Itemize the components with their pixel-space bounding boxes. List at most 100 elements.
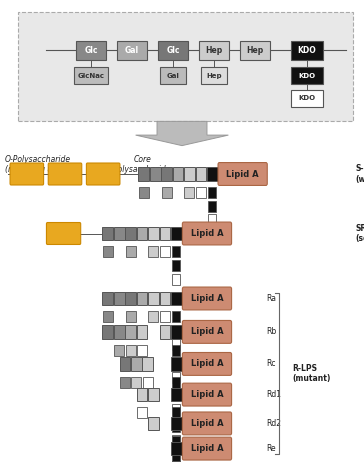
Bar <box>131 377 141 388</box>
Text: Rd1: Rd1 <box>266 390 281 399</box>
Text: Hep: Hep <box>206 46 223 55</box>
Bar <box>148 291 159 305</box>
Bar <box>196 187 206 198</box>
Text: KDO: KDO <box>298 72 316 78</box>
Bar <box>173 372 180 383</box>
Text: Core
Polysaccharide: Core Polysaccharide <box>114 155 171 174</box>
Text: Gal: Gal <box>125 46 139 55</box>
FancyBboxPatch shape <box>182 353 232 375</box>
Bar <box>158 41 188 60</box>
Bar <box>173 345 180 356</box>
Bar <box>171 442 182 455</box>
FancyBboxPatch shape <box>182 222 232 245</box>
Bar <box>173 377 180 388</box>
Text: Glc: Glc <box>166 46 180 55</box>
Text: Lipid A: Lipid A <box>191 229 223 238</box>
Bar <box>137 407 147 418</box>
Text: R-LPS
(mutant): R-LPS (mutant) <box>293 364 331 383</box>
Text: Ra: Ra <box>266 294 276 303</box>
Bar <box>126 345 136 356</box>
Text: KDO: KDO <box>297 46 316 55</box>
Bar <box>173 274 180 285</box>
Text: Re: Re <box>266 444 276 453</box>
Text: Rd2: Rd2 <box>266 419 281 428</box>
Bar <box>291 41 323 60</box>
Bar <box>148 417 159 430</box>
Bar <box>120 377 130 388</box>
Bar <box>291 67 323 85</box>
Text: SR-LPS
(semi-rough): SR-LPS (semi-rough) <box>355 224 364 243</box>
Bar <box>114 345 124 356</box>
FancyBboxPatch shape <box>86 163 120 185</box>
FancyBboxPatch shape <box>182 412 232 435</box>
Text: Rb: Rb <box>266 327 276 336</box>
FancyBboxPatch shape <box>182 383 232 406</box>
Bar <box>173 461 180 467</box>
Text: Glc: Glc <box>84 46 98 55</box>
Bar <box>159 325 170 339</box>
FancyBboxPatch shape <box>182 437 232 460</box>
Bar <box>103 311 113 322</box>
Text: S-LPS
(wild-type): S-LPS (wild-type) <box>355 164 364 184</box>
Bar <box>159 291 170 305</box>
Text: KDO: KDO <box>298 95 316 101</box>
Bar <box>173 339 180 350</box>
Bar <box>137 291 147 305</box>
Bar <box>125 226 136 241</box>
Bar <box>173 435 180 446</box>
FancyBboxPatch shape <box>47 222 81 245</box>
Bar <box>138 167 149 181</box>
Bar <box>137 325 147 339</box>
Bar <box>171 417 182 430</box>
Bar <box>209 200 216 212</box>
Bar <box>103 246 113 257</box>
Bar <box>126 311 136 322</box>
Bar <box>199 41 229 60</box>
Text: Lipid A: Lipid A <box>191 327 223 336</box>
Bar <box>201 67 228 85</box>
Bar <box>139 187 149 198</box>
Text: Rc: Rc <box>266 360 275 368</box>
Bar <box>137 226 147 241</box>
Bar <box>209 214 216 225</box>
Text: Hep: Hep <box>246 46 264 55</box>
Bar <box>137 345 147 356</box>
FancyBboxPatch shape <box>182 320 232 343</box>
Bar <box>114 226 124 241</box>
Bar <box>207 167 218 181</box>
Bar <box>173 390 180 402</box>
Bar <box>173 450 180 461</box>
Bar <box>114 325 124 339</box>
FancyBboxPatch shape <box>218 163 267 185</box>
Bar <box>125 325 136 339</box>
Bar <box>160 67 186 85</box>
Bar <box>162 187 172 198</box>
Bar <box>209 187 216 198</box>
Text: GlcNac: GlcNac <box>78 72 104 78</box>
Bar <box>173 260 180 271</box>
Bar <box>173 407 180 418</box>
Bar <box>171 226 182 241</box>
Text: O-Polysaccharide
(repeating units): O-Polysaccharide (repeating units) <box>4 155 71 174</box>
Bar <box>114 291 124 305</box>
Bar <box>149 246 158 257</box>
Bar <box>185 187 194 198</box>
Bar <box>142 357 153 371</box>
Bar <box>173 436 180 447</box>
Bar <box>173 311 180 322</box>
Bar <box>148 226 159 241</box>
Bar <box>137 388 147 402</box>
Bar <box>102 325 113 339</box>
Text: Lipid A: Lipid A <box>191 390 223 399</box>
Bar <box>173 421 180 432</box>
Bar <box>160 311 170 322</box>
Bar <box>171 357 182 371</box>
Bar <box>102 226 113 241</box>
Bar <box>160 246 170 257</box>
Bar <box>173 464 180 467</box>
Text: Gal: Gal <box>167 72 179 78</box>
Bar <box>240 41 270 60</box>
Bar <box>125 291 136 305</box>
Bar <box>171 291 182 305</box>
Bar <box>173 246 180 257</box>
